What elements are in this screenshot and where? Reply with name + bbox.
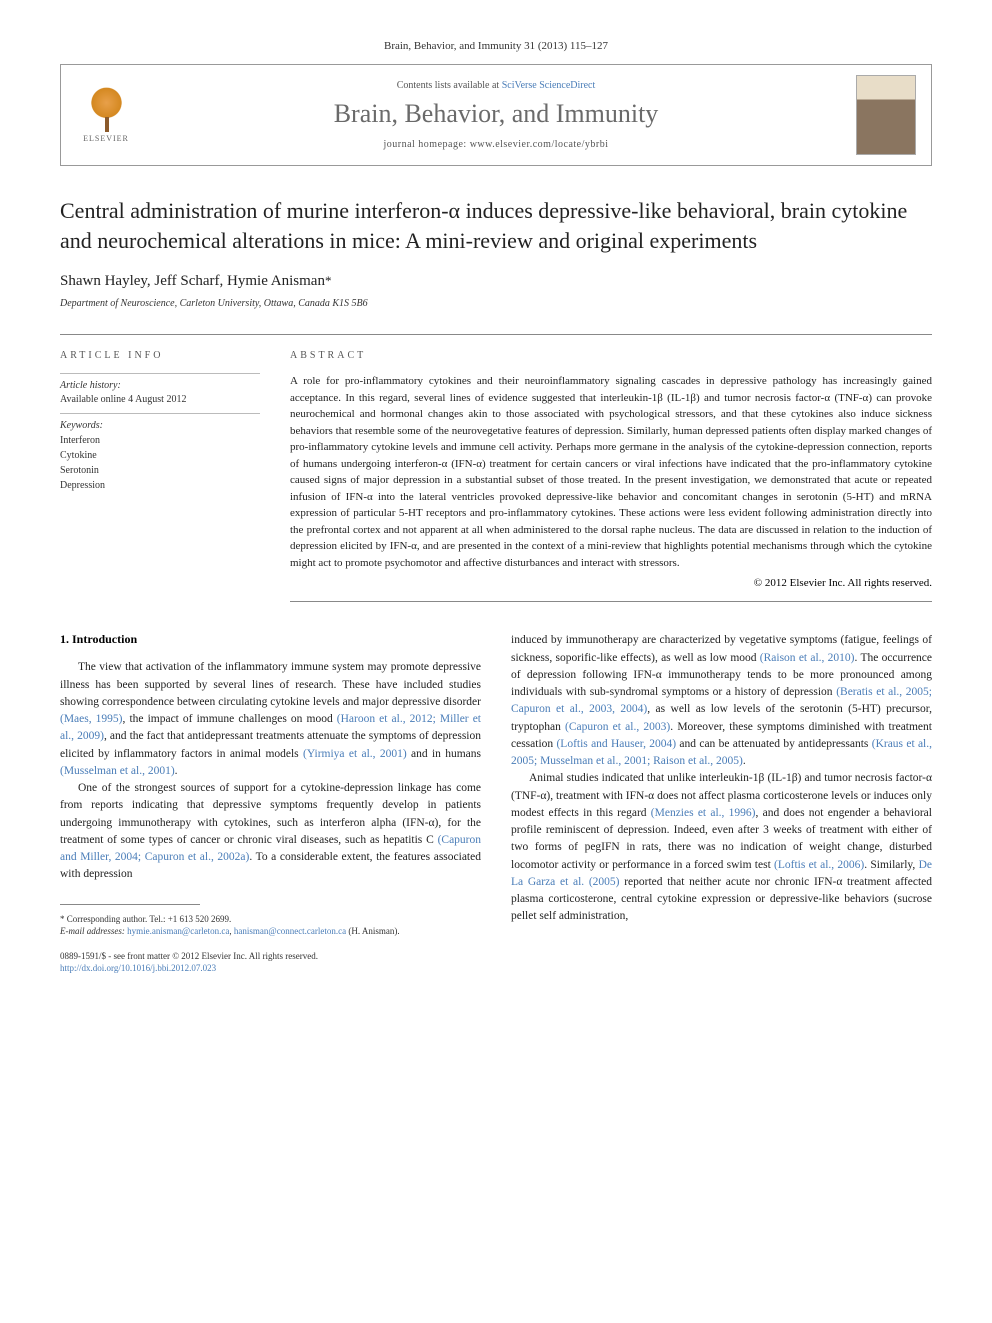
abstract-copyright: © 2012 Elsevier Inc. All rights reserved… — [290, 577, 932, 589]
elsevier-tree-icon — [84, 87, 129, 132]
issn-line: 0889-1591/$ - see front matter © 2012 El… — [60, 950, 481, 963]
citation-link[interactable]: (Capuron et al., 2003) — [565, 721, 670, 733]
paragraph: Animal studies indicated that unlike int… — [511, 770, 932, 925]
text-run: and can be attenuated by antidepressants — [676, 738, 872, 750]
contents-available: Contents lists available at SciVerse Sci… — [136, 80, 856, 91]
text-run: and in humans — [407, 748, 481, 760]
text-run: , the impact of immune challenges on moo… — [123, 713, 337, 725]
keyword-item: Interferon — [60, 433, 260, 448]
journal-title: Brain, Behavior, and Immunity — [136, 99, 856, 129]
text-run: One of the strongest sources of support … — [60, 782, 481, 846]
abstract-heading: ABSTRACT — [290, 350, 932, 361]
keywords-label: Keywords: — [60, 413, 260, 431]
citation-link[interactable]: (Loftis and Hauser, 2004) — [556, 738, 676, 750]
elsevier-logo: ELSEVIER — [76, 83, 136, 148]
citation-link[interactable]: (Musselman et al., 2001) — [60, 765, 175, 777]
article-title: Central administration of murine interfe… — [60, 196, 932, 255]
abstract-column: ABSTRACT A role for pro-inflammatory cyt… — [290, 350, 932, 602]
doi-section: 0889-1591/$ - see front matter © 2012 El… — [60, 950, 481, 975]
section-heading: 1. Introduction — [60, 632, 481, 647]
contents-prefix: Contents lists available at — [397, 80, 502, 91]
text-run: . — [175, 765, 178, 777]
keyword-item: Depression — [60, 478, 260, 493]
authors-names: Shawn Hayley, Jeff Scharf, Hymie Anisman — [60, 273, 325, 289]
corresponding-footnote: * Corresponding author. Tel.: +1 613 520… — [60, 913, 481, 926]
email-footnote: E-mail addresses: hymie.anisman@carleton… — [60, 925, 481, 938]
abstract-text: A role for pro-inflammatory cytokines an… — [290, 373, 932, 571]
email-link[interactable]: hanisman@connect.carleton.ca — [234, 926, 346, 936]
article-info-heading: ARTICLE INFO — [60, 350, 260, 361]
section-title: Introduction — [72, 632, 137, 646]
journal-header: ELSEVIER Contents lists available at Sci… — [60, 64, 932, 166]
email-suffix: (H. Anisman). — [346, 926, 400, 936]
sciencedirect-link[interactable]: SciVerse ScienceDirect — [502, 80, 596, 91]
journal-homepage: journal homepage: www.elsevier.com/locat… — [136, 139, 856, 150]
section-number: 1. — [60, 632, 69, 646]
header-center: Contents lists available at SciVerse Sci… — [136, 80, 856, 150]
journal-cover-thumbnail — [856, 75, 916, 155]
citation-link[interactable]: (Menzies et al., 1996) — [651, 807, 756, 819]
paragraph: induced by immunotherapy are characteriz… — [511, 632, 932, 770]
keyword-item: Serotonin — [60, 463, 260, 478]
body-text-left: The view that activation of the inflamma… — [60, 659, 481, 883]
citation-link[interactable]: (Yirmiya et al., 2001) — [303, 748, 407, 760]
history-label: Article history: — [60, 373, 260, 391]
homepage-url[interactable]: www.elsevier.com/locate/ybrbi — [470, 139, 609, 150]
history-text: Available online 4 August 2012 — [60, 393, 260, 407]
homepage-prefix: journal homepage: — [383, 139, 469, 150]
body-left-column: 1. Introduction The view that activation… — [60, 632, 481, 975]
body-text-right: induced by immunotherapy are characteriz… — [511, 632, 932, 925]
email-label: E-mail addresses: — [60, 926, 127, 936]
doi-link[interactable]: http://dx.doi.org/10.1016/j.bbi.2012.07.… — [60, 963, 216, 973]
paragraph: One of the strongest sources of support … — [60, 780, 481, 884]
footnote-separator — [60, 904, 200, 905]
email-link[interactable]: hymie.anisman@carleton.ca — [127, 926, 229, 936]
corresponding-marker: * — [325, 273, 332, 288]
elsevier-text: ELSEVIER — [83, 134, 129, 143]
info-abstract-section: ARTICLE INFO Article history: Available … — [60, 334, 932, 602]
keywords-list: Interferon Cytokine Serotonin Depression — [60, 433, 260, 493]
authors-list: Shawn Hayley, Jeff Scharf, Hymie Anisman… — [60, 273, 932, 290]
paragraph: The view that activation of the inflamma… — [60, 659, 481, 780]
affiliation: Department of Neuroscience, Carleton Uni… — [60, 298, 932, 309]
journal-reference: Brain, Behavior, and Immunity 31 (2013) … — [60, 40, 932, 52]
citation-link[interactable]: (Maes, 1995) — [60, 713, 123, 725]
body-right-column: induced by immunotherapy are characteriz… — [511, 632, 932, 975]
body-columns: 1. Introduction The view that activation… — [60, 632, 932, 975]
article-info-column: ARTICLE INFO Article history: Available … — [60, 350, 260, 602]
keyword-item: Cytokine — [60, 448, 260, 463]
text-run: . — [743, 755, 746, 767]
citation-link[interactable]: (Raison et al., 2010) — [760, 652, 855, 664]
text-run: . Similarly, — [864, 859, 918, 871]
text-run: The view that activation of the inflamma… — [60, 661, 481, 708]
citation-link[interactable]: (Loftis et al., 2006) — [774, 859, 864, 871]
